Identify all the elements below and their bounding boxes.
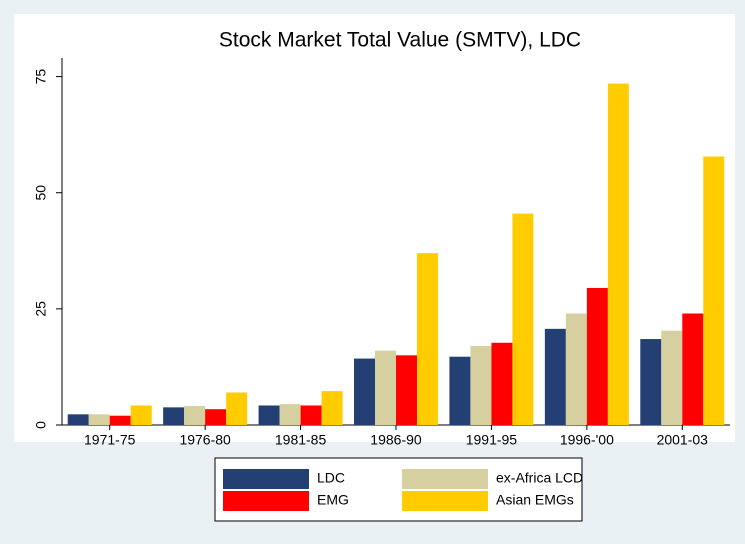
bar (607, 83, 629, 426)
bar (67, 414, 89, 425)
x-tick-label: 2001-03 (657, 432, 709, 448)
bar (682, 313, 704, 425)
bar (396, 355, 417, 425)
bar (544, 328, 566, 425)
bar (258, 405, 280, 425)
x-tick-label: 1971-75 (84, 432, 136, 448)
bar (109, 415, 131, 425)
bar (586, 287, 608, 425)
x-tick-label: 1976-80 (179, 432, 231, 448)
legend-key (402, 491, 488, 511)
bar (491, 342, 513, 425)
bar (205, 409, 227, 425)
bar (449, 356, 471, 425)
legend (214, 457, 583, 522)
legend-key (402, 469, 488, 489)
legend-label: LDC (317, 470, 345, 486)
x-tick-label: 1981-85 (275, 432, 327, 448)
legend-key (223, 469, 309, 489)
bar (565, 313, 587, 425)
y-tick-label: 50 (33, 185, 49, 201)
bar (354, 358, 375, 425)
chart-title: Stock Market Total Value (SMTV), LDC (219, 29, 581, 52)
bar (375, 350, 396, 425)
bar (321, 391, 343, 425)
x-tick-label: 1991-95 (466, 432, 518, 448)
bar (130, 405, 152, 425)
bar (470, 346, 492, 425)
bar (88, 414, 110, 425)
bar (279, 404, 301, 425)
x-tick-label: 1996-'00 (560, 432, 614, 448)
bar (163, 407, 185, 425)
x-tick-label: 1986-90 (370, 432, 422, 448)
bar (661, 330, 683, 425)
y-tick-label: 0 (33, 421, 49, 429)
y-tick-label: 75 (33, 69, 49, 85)
bar (184, 405, 206, 425)
bar (417, 253, 438, 425)
bar (300, 405, 322, 425)
bar (640, 339, 662, 425)
y-tick-label: 25 (33, 301, 49, 317)
legend-label: EMG (317, 492, 349, 508)
legend-label: Asian EMGs (496, 492, 574, 508)
bar (226, 392, 248, 425)
bar (703, 156, 725, 425)
legend-key (223, 491, 309, 511)
legend-label: ex-Africa LCD (496, 470, 583, 486)
bar (512, 213, 534, 425)
